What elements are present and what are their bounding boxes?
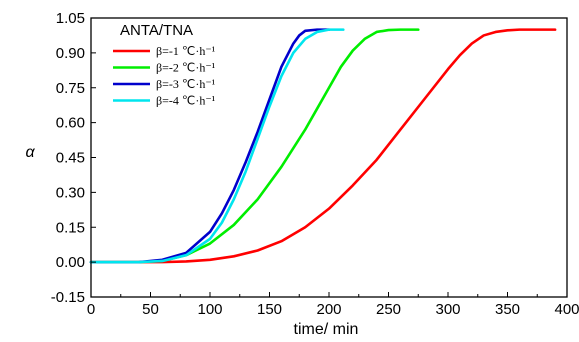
tick-labels: 0 50 100 150 200 250 300 350 400 -0.15 0.00 0.15 0.3… (51, 10, 579, 318)
legend-entries: β=-1 ℃·h⁻¹ β=-2 ℃·h⁻¹ β=-3 ℃·h⁻¹ β=-4 ℃·h⁻¹ (113, 44, 216, 108)
x-tick-label: 0 (87, 301, 95, 318)
legend-label-1: β=-1 ℃·h⁻¹ (156, 44, 216, 58)
x-tick-label: 350 (495, 301, 520, 318)
x-tick-label: 250 (376, 301, 401, 318)
legend-title: ANTA/TNA (120, 22, 193, 39)
legend: ANTA/TNA β=-1 ℃·h⁻¹β=-2 ℃·h⁻¹β=-3 ℃·h⁻¹β… (113, 22, 216, 108)
x-tick-label: 50 (142, 301, 159, 318)
x-tick-label: 300 (435, 301, 460, 318)
y-tick-label: 0.90 (56, 45, 85, 62)
series-line-3 (89, 28, 331, 264)
y-tick-label: 0.45 (56, 150, 85, 167)
x-tick-label: 200 (316, 301, 341, 318)
y-tick-label: 0.60 (56, 115, 85, 132)
y-tick-label: 0.00 (56, 254, 85, 271)
legend-label-4: β=-4 ℃·h⁻¹ (156, 94, 216, 108)
series-line-4 (89, 28, 345, 264)
x-axis-title: time/ min (294, 321, 359, 338)
series-layer (89, 28, 557, 264)
y-tick-label: 0.30 (56, 184, 85, 201)
series-line-1 (89, 28, 557, 264)
y-tick-label: -0.15 (51, 289, 85, 306)
legend-label-3: β=-3 ℃·h⁻¹ (156, 77, 216, 91)
ticks-layer (90, 17, 568, 298)
y-tick-label: 0.75 (56, 80, 85, 97)
y-tick-label: 0.15 (56, 219, 85, 236)
x-tick-label: 150 (257, 301, 282, 318)
legend-label-2: β=-2 ℃·h⁻¹ (156, 61, 216, 75)
y-tick-label: 1.05 (56, 10, 85, 27)
x-tick-label: 400 (554, 301, 579, 318)
y-axis-title: α (25, 144, 35, 161)
x-tick-label: 100 (197, 301, 222, 318)
